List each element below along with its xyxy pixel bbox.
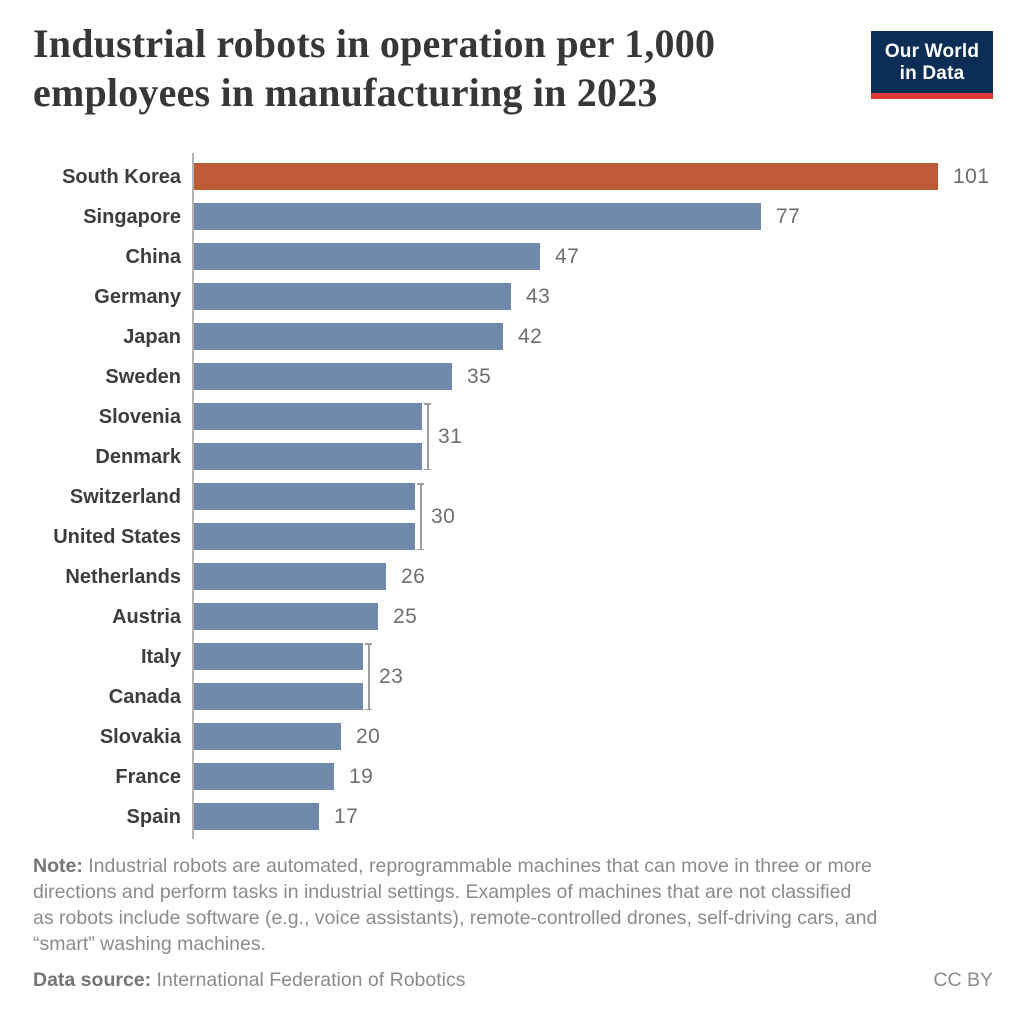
bar [194, 243, 540, 270]
bar [194, 523, 415, 550]
value-label: 77 [776, 205, 801, 228]
bar [194, 643, 363, 670]
bar [194, 363, 452, 390]
pair-bracket [424, 403, 431, 470]
country-label: Japan [123, 326, 181, 348]
bar [194, 323, 503, 350]
owid-logo: Our World in Data [871, 31, 993, 99]
bar [194, 603, 378, 630]
country-label: Germany [94, 286, 181, 308]
country-label: Spain [126, 806, 181, 828]
bar [194, 803, 319, 830]
bar [194, 683, 363, 710]
note: Note: Industrial robots are automated, r… [33, 853, 1023, 957]
country-label: Denmark [95, 446, 181, 468]
logo-red-stripe [871, 93, 993, 99]
country-label: Netherlands [65, 566, 181, 588]
country-label: Sweden [105, 366, 181, 388]
bar-row: Spain 17 [0, 797, 1024, 837]
bar [194, 763, 334, 790]
bar-row: Canada [0, 677, 1024, 717]
country-label: Singapore [83, 206, 181, 228]
bar [194, 723, 341, 750]
country-label: South Korea [62, 166, 181, 188]
bar-row: France 19 [0, 757, 1024, 797]
value-label: 19 [349, 765, 374, 788]
pair-bracket [417, 483, 424, 550]
country-label: Italy [140, 646, 181, 668]
owid-logo-line2: in Data [899, 63, 965, 84]
bar-row: Germany 43 [0, 277, 1024, 317]
bar-row: China 47 [0, 237, 1024, 277]
country-label: Switzerland [69, 486, 181, 508]
value-label: 47 [555, 245, 580, 268]
pair-value-label: 31 [438, 425, 463, 448]
bar-row: Sweden 35 [0, 357, 1024, 397]
bar-row: South Korea 101 [0, 157, 1024, 197]
value-label: 26 [401, 565, 426, 588]
note-line: as robots include software (e.g., voice … [33, 907, 878, 929]
data-source-label: Data source: [33, 969, 152, 991]
note-line: “smart” washing machines. [33, 933, 266, 955]
data-source-text: International Federation of Robotics [156, 969, 466, 991]
value-label: 43 [526, 285, 551, 308]
bar-row: Slovakia 20 [0, 717, 1024, 757]
pair-bracket [365, 643, 372, 710]
value-label: 101 [953, 165, 990, 188]
country-label: Canada [108, 686, 181, 708]
country-label: Austria [112, 606, 181, 628]
bar-row: Italy [0, 637, 1024, 677]
country-label: United States [53, 526, 181, 548]
chart-title: Industrial robots in operation per 1,000… [33, 21, 716, 115]
country-label: China [125, 246, 181, 268]
license-badge: CC BY [933, 969, 993, 991]
value-label: 42 [518, 325, 543, 348]
bar-row: Denmark [0, 437, 1024, 477]
bar [194, 203, 761, 230]
source-line: Data source: International Federation of… [33, 969, 993, 992]
bar [194, 163, 938, 190]
bar-row: Japan 42 [0, 317, 1024, 357]
note-label: Note: [33, 855, 83, 877]
bar [194, 483, 415, 510]
bar [194, 283, 511, 310]
note-line: Note: Industrial robots are automated, r… [33, 855, 872, 877]
country-label: Slovenia [98, 406, 181, 428]
owid-logo-line1: Our World [884, 41, 980, 62]
value-label: 20 [356, 725, 381, 748]
bar [194, 403, 422, 430]
data-source: Data source: International Federation of… [33, 969, 465, 992]
bar-row: Netherlands 26 [0, 557, 1024, 597]
bar-row: Slovenia [0, 397, 1024, 437]
pair-value-label: 23 [379, 665, 404, 688]
value-label: 35 [467, 365, 492, 388]
bar-chart: South Korea 101 Singapore 77 China 47 Germany 4… [0, 153, 1024, 839]
bar-row: Switzerland [0, 477, 1024, 517]
bar-row: Austria 25 [0, 597, 1024, 637]
pair-value-label: 30 [431, 505, 456, 528]
value-label: 25 [393, 605, 418, 628]
y-axis-line [192, 153, 194, 839]
bar-row: United States [0, 517, 1024, 557]
note-line: directions and perform tasks in industri… [33, 881, 852, 903]
country-label: Slovakia [99, 726, 181, 748]
bar [194, 443, 422, 470]
country-label: France [115, 766, 181, 788]
bar [194, 563, 386, 590]
value-label: 17 [334, 805, 359, 828]
bar-row: Singapore 77 [0, 197, 1024, 237]
